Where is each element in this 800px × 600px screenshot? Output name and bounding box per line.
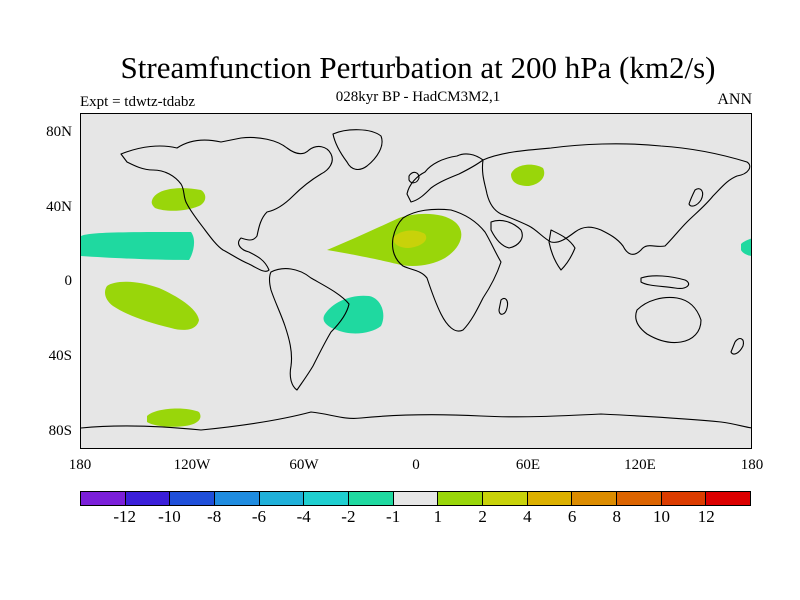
colorbar-label: -4 [296, 507, 311, 526]
colorbar-swatch [572, 492, 618, 505]
x-tick-label: 60W [289, 457, 319, 473]
chart-subtitle: 028kyr BP - HadCM3M2,1 [335, 89, 501, 105]
region-south-atlantic-negative [323, 295, 384, 334]
x-tick-label: 60E [515, 457, 541, 473]
x-tick-label: 120E [624, 457, 656, 473]
region-tropical-pacific-negative [81, 232, 195, 260]
colorbar-label: 1 [433, 507, 443, 526]
colorbar-label: 4 [523, 507, 532, 526]
colorbar-label: 6 [567, 507, 577, 526]
y-tick-label: 40N [46, 199, 72, 215]
coast-uk [408, 171, 420, 184]
colorbar-swatch [125, 492, 171, 505]
x-tick-label: 120W [173, 457, 211, 473]
colorbar-label: 12 [697, 507, 715, 526]
colorbar-swatch [304, 492, 350, 505]
y-tick-label: 0 [64, 273, 73, 289]
colorbar [80, 491, 751, 506]
region-central-asia-positive [511, 164, 545, 186]
colorbar-label: 2 [478, 507, 487, 526]
coast-japan [688, 188, 704, 207]
coast-greenland [332, 129, 383, 171]
coast-europe [406, 153, 484, 203]
colorbar-swatch [170, 492, 216, 505]
colorbar-label: -1 [386, 507, 401, 526]
coast-arabia [490, 219, 523, 249]
colorbar-label: -10 [158, 507, 181, 526]
colorbar-swatch [438, 492, 484, 505]
x-tick-label: 0 [412, 457, 420, 473]
colorbar-label: -12 [113, 507, 137, 526]
chart-title: Streamfunction Perturbation at 200 hPa (… [120, 50, 716, 85]
coast-indonesia [640, 275, 690, 289]
colorbar-label: 10 [653, 507, 671, 526]
experiment-label: Expt = tdwtz-tdabz [80, 94, 196, 110]
world-map [81, 129, 751, 431]
region-north-pacific-positive [151, 188, 206, 211]
coast-australia [635, 296, 702, 344]
colorbar-swatch [259, 492, 305, 505]
region-west-pacific-negative [741, 238, 751, 256]
y-tick-label: 80S [48, 423, 72, 439]
coast-new-zealand [730, 337, 744, 355]
colorbar-label: -8 [207, 507, 222, 526]
coast-india [548, 229, 576, 271]
coastlines [81, 129, 751, 431]
coast-antarctica [81, 411, 751, 431]
y-tick-label: 40S [48, 348, 72, 364]
colorbar-swatch [706, 492, 751, 505]
colorbar-swatch [215, 492, 260, 505]
colorbar-swatch [661, 492, 707, 505]
region-southern-ocean-positive [147, 408, 201, 427]
colorbar-swatch [527, 492, 573, 505]
colorbar-swatch [483, 492, 528, 505]
season-label: ANN [717, 91, 752, 108]
colorbar-label: -2 [341, 507, 356, 526]
coast-north-america [120, 136, 333, 272]
coast-asia [481, 143, 751, 255]
region-south-pacific-positive [105, 281, 199, 330]
coast-madagascar [498, 297, 509, 315]
colorbar-swatch [349, 492, 394, 505]
region-west-africa-peak [393, 230, 427, 248]
colorbar-swatch [81, 492, 126, 505]
colorbar-swatch [393, 492, 439, 505]
colorbar-label: -6 [251, 507, 266, 526]
y-tick-label: 80N [46, 124, 72, 140]
perturbation-regions [81, 164, 751, 427]
colorbar-label: 8 [612, 507, 622, 526]
x-tick-label: 180 [68, 457, 92, 473]
map-plot-area [80, 113, 752, 449]
x-tick-label: 180 [740, 457, 764, 473]
coast-africa [391, 208, 502, 332]
coast-south-america [268, 268, 350, 391]
colorbar-swatch [617, 492, 662, 505]
